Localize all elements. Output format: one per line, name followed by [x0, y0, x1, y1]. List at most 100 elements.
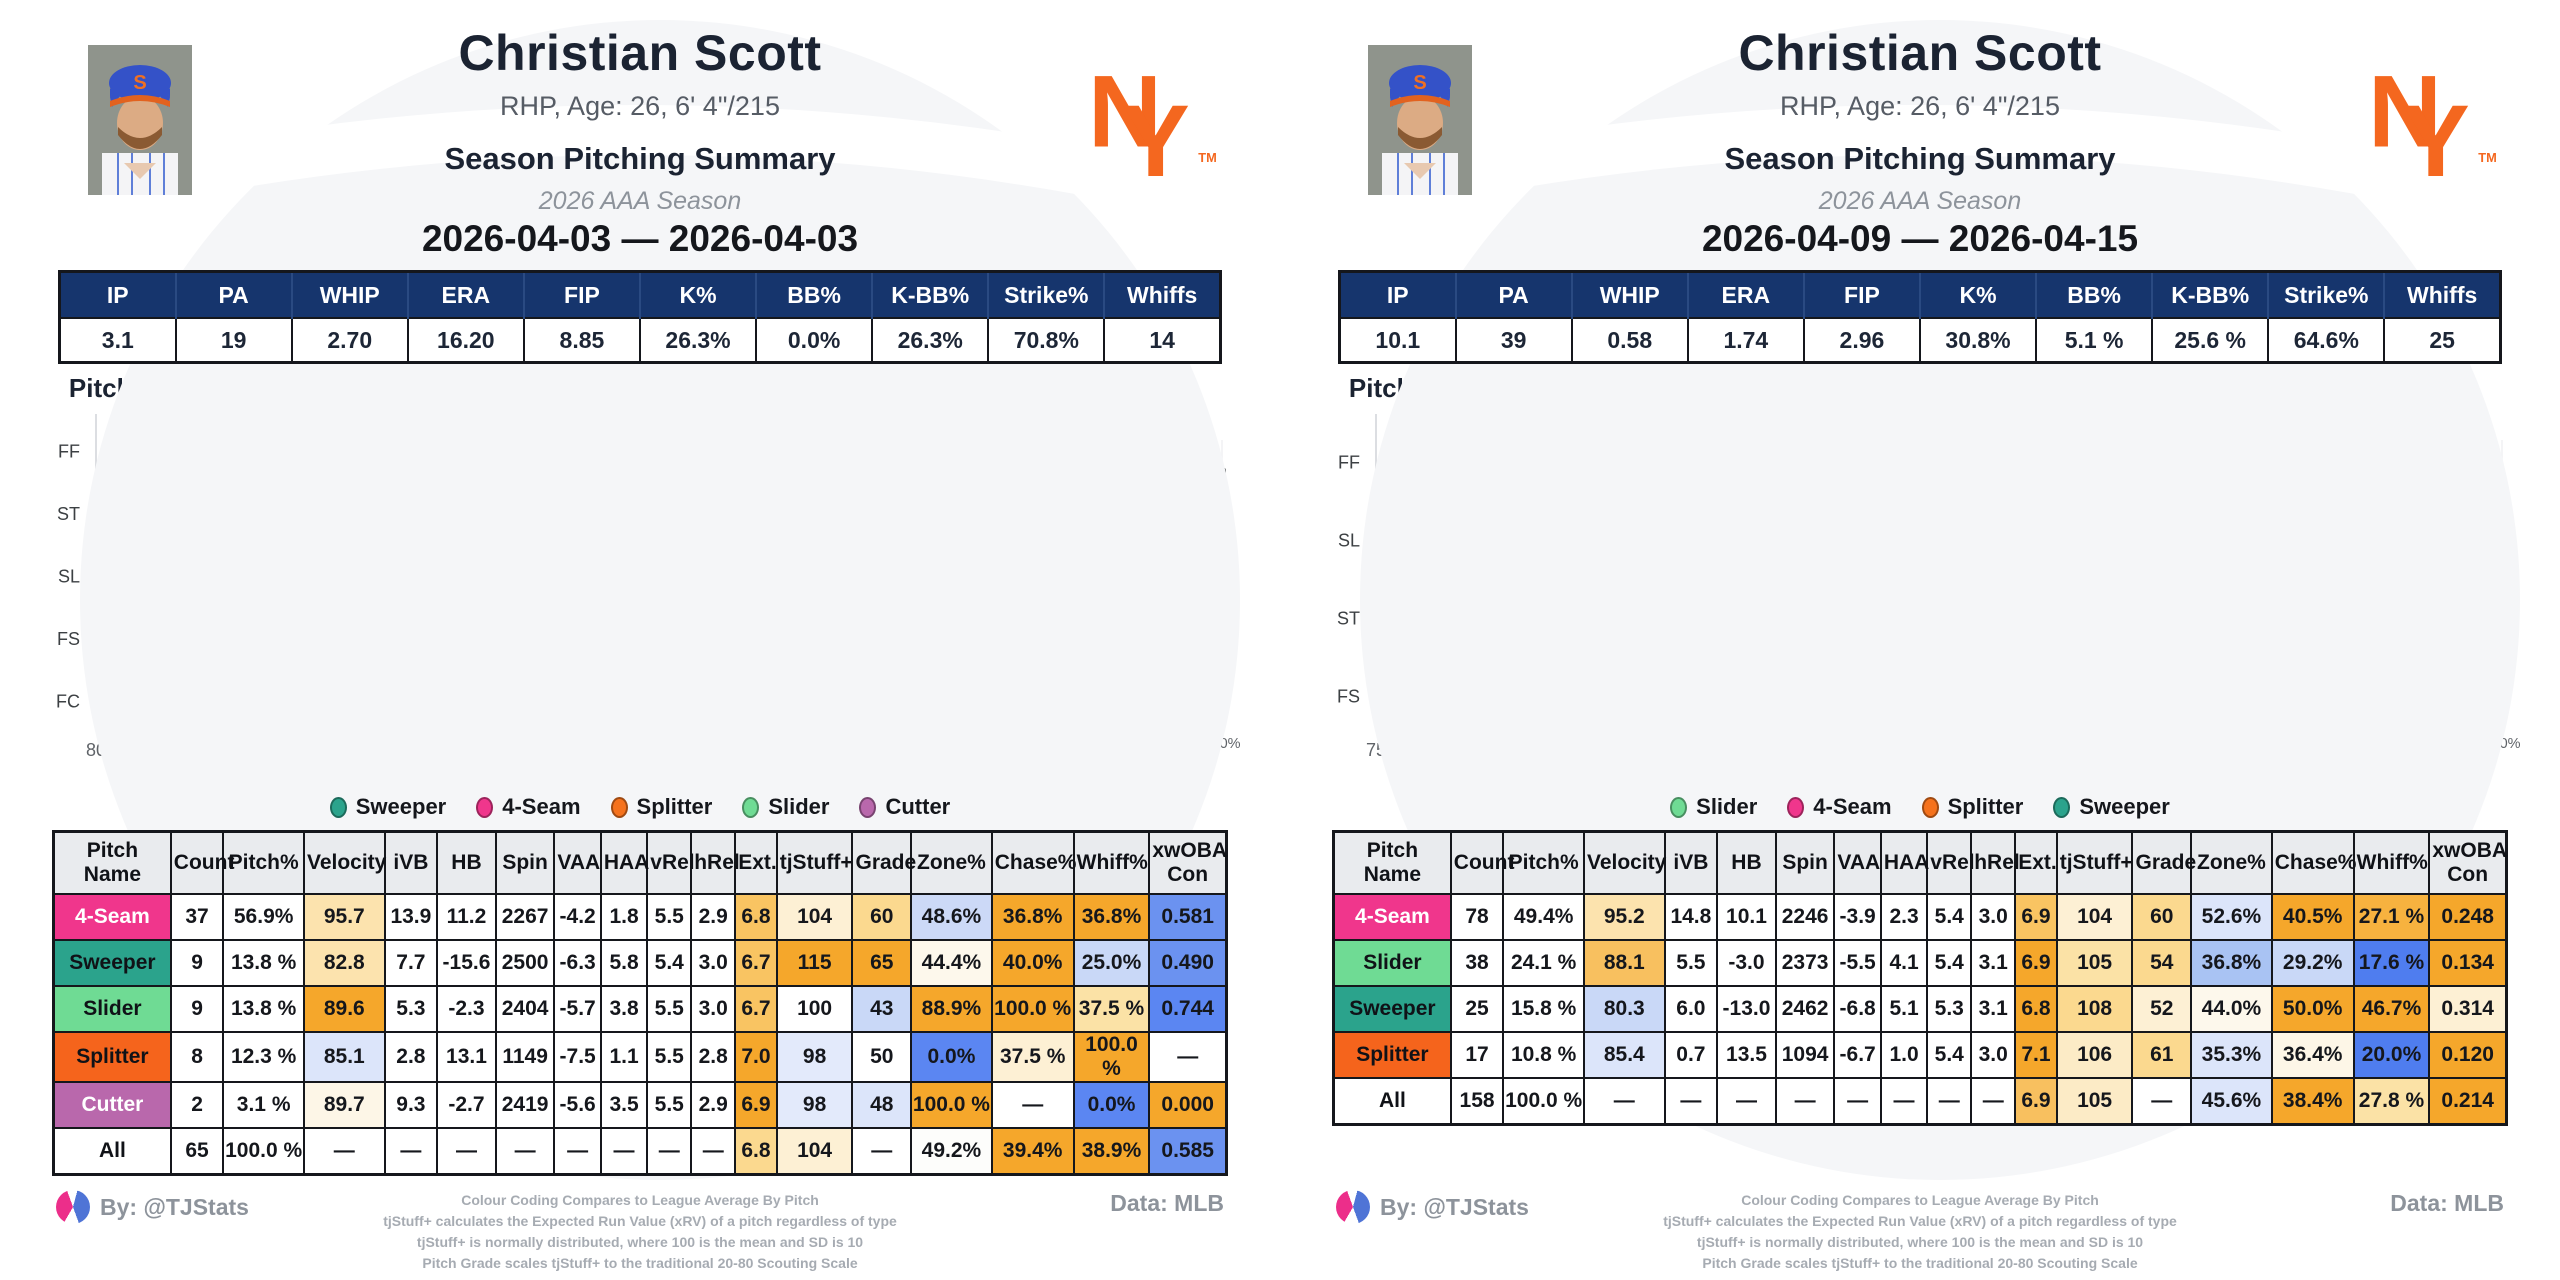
pitch-stat-cell: 2404 — [494, 985, 556, 1033]
pitch-name-cell: Splitter — [1332, 1031, 1452, 1079]
chart-text: 50% — [1134, 736, 1163, 752]
chart-text: 0 — [481, 556, 490, 575]
pitch-stat-cell: 105 — [2055, 1077, 2134, 1126]
pitch-stat-cell: 36.8% — [2190, 939, 2273, 987]
pitch-stat-cell: 5.5 — [646, 893, 693, 941]
pitch-stat-cell: -2.3 — [436, 985, 497, 1033]
date-range: 2026-04-03 — 2026-04-03 — [421, 218, 859, 259]
stat-value: 30.8% — [1918, 317, 2038, 364]
chart-text: -10 — [465, 617, 490, 636]
pitch-table: Pitch Name Count Pitch% Velocity iVB HB Spin VA… — [1332, 830, 2508, 1126]
chart-text: -20 — [1804, 731, 1829, 750]
pitch-stat-cell: 5.3 — [1926, 985, 1973, 1033]
chart-text: 75% — [2230, 736, 2259, 752]
usage-row-FF: FF 50.0% 66.7% — [878, 442, 1226, 495]
chart-text: 10 — [471, 495, 490, 514]
pitch-table-header: Pitch Name — [52, 830, 172, 895]
stat-value: 5.1 % — [2035, 317, 2154, 364]
chart-text: 3.7% — [1088, 575, 1124, 592]
chart-text: -10 — [593, 731, 618, 750]
pitch-stat-cell: 6.9 — [2014, 893, 2058, 941]
pitch-stat-cell: 44.0% — [2190, 985, 2273, 1033]
pitch-stat-cell: 0.581 — [1148, 893, 1228, 941]
pitch-stat-cell: 2246 — [1774, 893, 1836, 941]
chart-text: 16.9% — [2277, 682, 2322, 699]
pitch-stat-cell: 38.9% — [1072, 1127, 1151, 1176]
stat-header: Whiffs — [2384, 271, 2501, 318]
pitch-stat-cell: 100.0 % — [1072, 1031, 1151, 1083]
stat-value: 16.20 — [406, 317, 525, 364]
pitch-table-header: Whiff% — [2352, 830, 2431, 895]
stat-header: K-BB% — [2152, 271, 2270, 318]
legend-label: Slider — [768, 794, 830, 819]
stat-value: 2.96 — [1802, 317, 1921, 364]
stat-header: WHIP — [1571, 271, 1689, 318]
player-name: Christian Scott — [1738, 25, 2102, 81]
pitch-table-header: Ext. — [2014, 830, 2058, 895]
pitch-stat-cell: 3.1 — [1970, 939, 2017, 987]
pitch-table-header: Count — [169, 830, 234, 895]
pitch-table-header: VAA — [553, 830, 602, 895]
usage-pitch-label: ST — [2158, 611, 2179, 628]
panel-left: S Christian Scott RHP, Age: 26, 6' 4"/21… — [52, 25, 1241, 1271]
chart-text: 90 — [1557, 740, 1577, 760]
pitch-row-sweeper: Sweeper 25 15.8 % 80.3 6.0 -13.0 2462 -6.8 5.1 5.… — [1332, 985, 2508, 1033]
pitch-stat-cell: 52 — [2131, 985, 2193, 1033]
pitch-stat-cell: 0.214 — [2428, 1077, 2508, 1126]
stat-header: Whiffs — [1104, 271, 1221, 318]
chart-text: 80 — [86, 740, 106, 760]
svg-text:TM: TM — [2478, 150, 2496, 165]
chart-text: 85 — [165, 740, 185, 760]
pitch-stat-cell: 5.8 — [599, 939, 649, 987]
velocity-chart-svg: FF SL ST FS 75 80 85 90 95 100 Velocity (mph) — [1337, 410, 1706, 782]
summary-title: Season Pitching Summary — [1724, 141, 2116, 176]
chart-text: Horizontal Break (in) — [587, 758, 760, 779]
vs-rhh-label: vs RHH — [1139, 408, 1203, 428]
pitch-stat-cell: 89.7 — [302, 1081, 386, 1129]
legend-label: Sweeper — [355, 794, 447, 819]
chart-text: 2.2% — [2307, 611, 2343, 628]
pitch-stat-cell: — — [599, 1127, 649, 1176]
legend-item: Sweeper — [329, 794, 447, 820]
chart-text: FF — [58, 442, 80, 462]
pitch-stat-cell: 78 — [1449, 893, 1505, 941]
pitch-stat-cell: 3.1 — [1970, 985, 2017, 1033]
pitch-stat-cell: 10.1 — [1716, 893, 1777, 941]
pitch-stat-cell: 0.7 — [1663, 1031, 1719, 1079]
pitch-stat-cell: 36.8% — [1072, 893, 1151, 941]
chart-text: Horizontal Break (in) — [1867, 758, 2040, 779]
pitch-name-cell: Sweeper — [52, 939, 172, 987]
pitch-stat-cell: 17.6 % — [2352, 939, 2431, 987]
velocity-distribution-chart: Pitch Velocity Distribution FF SL ST FS 75 80 8… — [1314, 372, 1706, 784]
pitch-stat-cell: 0.134 — [2428, 939, 2508, 987]
chart-text: 10 — [2013, 731, 2032, 750]
pitch-stat-cell: 6.9 — [734, 1081, 778, 1129]
player-name: Christian Scott — [458, 25, 822, 81]
breaks-chart-svg: -20 -20 -10 -10 0 0 10 10 20 20 Horizontal Break (… — [441, 411, 847, 779]
pitch-table-header: Spin — [494, 830, 556, 895]
chart-text: 28.1% — [2260, 540, 2305, 557]
chart-text: 75% — [1171, 736, 1200, 752]
chart-text: 80 — [1430, 740, 1450, 760]
stat-value: 0.0% — [755, 317, 874, 364]
usage-row-SL: SL 28.1% 18.8% — [2158, 513, 2436, 580]
chart-text: Velocity (mph) — [195, 764, 315, 782]
chart-text: 25% — [1097, 736, 1126, 752]
pitch-stat-cell: 104 — [2055, 893, 2134, 941]
stat-header: BB% — [2036, 271, 2154, 318]
pitch-stat-cell: 65 — [169, 1127, 225, 1176]
chart-text: 100% — [2189, 736, 2226, 752]
chart-text: 75% — [2451, 736, 2480, 752]
panel-footer: By: @TJStats Colour Coding Compares to L… — [1280, 1190, 2560, 1274]
chart-text: 100% — [1203, 736, 1240, 752]
pitch-stat-cell: 0.744 — [1148, 985, 1228, 1033]
pitch-row-splitter: Splitter 8 12.3 % 85.1 2.8 13.1 1149 -7.5 1.1 5.5… — [52, 1031, 1228, 1083]
usage-pitch-label: ST — [878, 518, 899, 535]
pitch-stat-cell: 5.4 — [1926, 893, 1973, 941]
pitch-stat-cell: 88.1 — [1582, 939, 1666, 987]
pitch-stat-cell: 52.6% — [2190, 893, 2273, 941]
chart-title: Pitch Velocity Distribution — [1348, 373, 1672, 403]
pitch-usage-chart: Pitch Usage vs LHH vs RHH FF 52.8% 44.9% SL 28.… — [2152, 372, 2526, 784]
chart-text: 20 — [471, 434, 490, 453]
pitch-stat-cell: 2373 — [1774, 939, 1836, 987]
